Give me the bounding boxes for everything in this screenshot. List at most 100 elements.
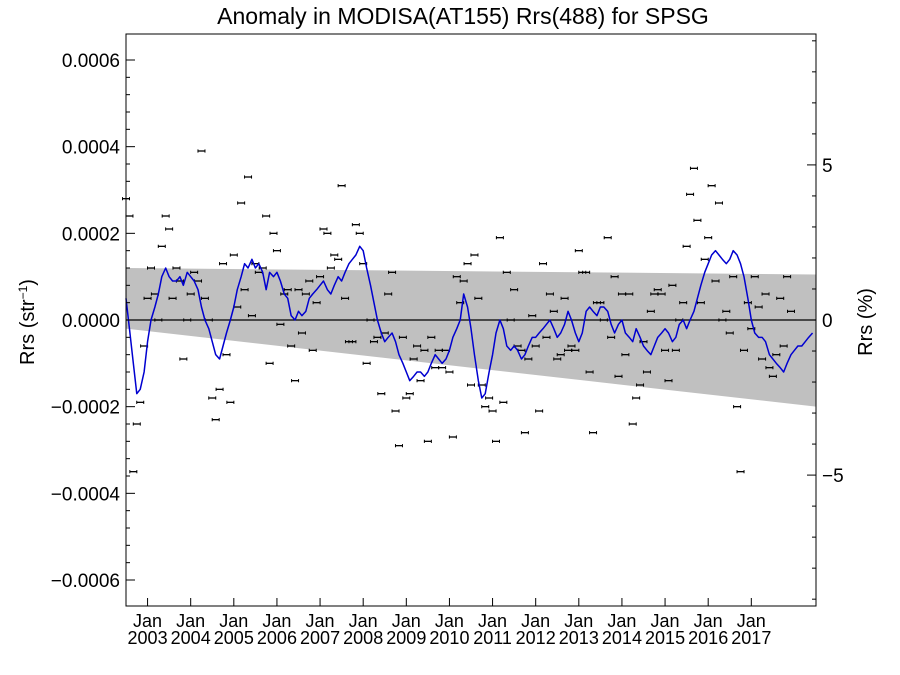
data-point [402, 396, 411, 400]
data-point [768, 374, 777, 378]
smoothed-line-path [125, 245, 814, 399]
data-point [377, 392, 386, 396]
data-point [190, 270, 199, 274]
data-point [481, 405, 490, 409]
data-point [143, 296, 152, 300]
data-point [413, 344, 422, 348]
data-point [301, 292, 310, 296]
data-point [211, 418, 220, 422]
y-right-tick-label: 5 [822, 156, 833, 177]
data-point [373, 335, 382, 339]
x-tick-month-label: Jan [478, 611, 507, 631]
data-point [200, 296, 209, 300]
data-point [247, 314, 256, 318]
data-point [179, 357, 188, 361]
data-point [567, 344, 576, 348]
data-point [531, 344, 540, 348]
data-point [297, 331, 306, 335]
data-point [157, 244, 166, 248]
y-left-tick-label: 0.0002 [62, 224, 120, 245]
y-left-tick-label: 0.0000 [62, 311, 120, 332]
x-tick-year-label: 2007 [300, 628, 340, 648]
data-point [711, 279, 720, 283]
data-point [172, 266, 181, 270]
data-point [542, 335, 551, 339]
y-right-tick-label: 0 [822, 311, 833, 332]
data-point [326, 266, 335, 270]
x-tick-year-label: 2004 [171, 628, 211, 648]
x-axis: Jan2003Jan2004Jan2005Jan2006Jan2007Jan20… [128, 598, 771, 648]
x-tick-month-label: Jan [607, 611, 636, 631]
data-point [786, 309, 795, 313]
x-tick-year-label: 2013 [559, 628, 599, 648]
data-point [409, 357, 418, 361]
data-point [696, 301, 705, 305]
x-tick-month-label: Jan [564, 611, 593, 631]
data-point [506, 318, 515, 322]
data-point [510, 288, 519, 292]
data-point [718, 318, 727, 322]
data-point [388, 270, 397, 274]
data-point [607, 335, 616, 339]
data-point [405, 392, 414, 396]
data-point [758, 357, 767, 361]
data-point [733, 405, 742, 409]
data-point [582, 270, 591, 274]
x-tick-month-label: Jan [262, 611, 291, 631]
x-tick-month-label: Jan [392, 611, 421, 631]
data-point [467, 383, 475, 387]
data-point [448, 435, 457, 439]
data-point [416, 379, 425, 383]
data-point [398, 335, 407, 339]
data-point [452, 275, 461, 279]
data-point [341, 296, 350, 300]
data-point [308, 348, 317, 352]
data-point [589, 431, 598, 435]
data-point [438, 366, 447, 370]
data-point [603, 236, 612, 240]
data-point [420, 348, 429, 352]
data-point [621, 353, 630, 357]
data-point [323, 231, 332, 235]
data-point [237, 201, 246, 205]
data-point [348, 340, 357, 344]
data-point [528, 314, 537, 318]
y-left-tick-label: −0.0004 [51, 484, 121, 505]
data-point [502, 270, 511, 274]
data-point [689, 166, 698, 170]
data-point [776, 296, 785, 300]
x-tick-month-label: Jan [349, 611, 378, 631]
data-point [714, 201, 723, 205]
data-point [262, 214, 271, 218]
data-point [384, 292, 393, 296]
x-tick-month-label: Jan [219, 611, 248, 631]
data-point [305, 279, 314, 283]
data-point [754, 305, 763, 309]
x-tick-year-label: 2016 [688, 628, 728, 648]
data-point [495, 236, 504, 240]
data-point [671, 348, 680, 352]
data-point [646, 309, 655, 313]
data-point [312, 301, 321, 305]
data-point [700, 257, 709, 261]
data-point [485, 396, 494, 400]
data-point [539, 262, 548, 266]
data-point [183, 318, 192, 322]
data-point [186, 292, 195, 296]
data-point [355, 231, 364, 235]
x-tick-month-label: Jan [306, 611, 335, 631]
data-point [725, 331, 734, 335]
data-point [556, 353, 565, 357]
data-point [549, 309, 558, 313]
data-point [272, 249, 281, 253]
data-point [779, 344, 788, 348]
data-point [219, 262, 228, 266]
data-point [686, 192, 695, 196]
data-point [391, 409, 400, 413]
data-point [750, 275, 759, 279]
data-point [316, 275, 325, 279]
data-point [520, 431, 529, 435]
x-tick-year-label: 2012 [516, 628, 556, 648]
data-point [394, 444, 403, 448]
data-point [470, 253, 479, 257]
